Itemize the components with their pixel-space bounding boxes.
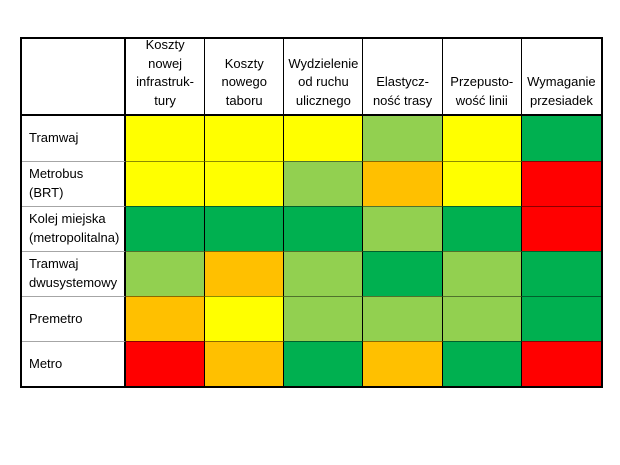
matrix-cell-r1-c5 <box>521 161 601 206</box>
column-header-1: Koszty nowego taboru <box>205 39 285 116</box>
matrix-cell-r5-c3 <box>363 341 443 386</box>
matrix-cell-r2-c0 <box>126 206 206 251</box>
matrix-cell-r2-c5 <box>521 206 601 251</box>
matrix-cell-r5-c4 <box>442 341 522 386</box>
matrix-cell-r4-c4 <box>442 296 522 341</box>
matrix-cell-r2-c4 <box>442 206 522 251</box>
row-label-5: Metro <box>22 341 126 386</box>
matrix-cell-r3-c2 <box>284 251 364 296</box>
matrix-cell-r5-c5 <box>521 341 601 386</box>
matrix-cell-r5-c2 <box>284 341 364 386</box>
matrix-cell-r3-c1 <box>205 251 285 296</box>
matrix-cell-r0-c0 <box>126 116 206 161</box>
matrix-cell-r3-c3 <box>363 251 443 296</box>
column-header-0: Koszty nowej infrastruk- tury <box>126 39 206 116</box>
matrix-cell-r5-c0 <box>126 341 206 386</box>
matrix-cell-r4-c3 <box>363 296 443 341</box>
matrix-cell-r0-c1 <box>205 116 285 161</box>
row-label-2: Kolej miejska (metropolitalna) <box>22 206 126 251</box>
matrix-cell-r4-c1 <box>205 296 285 341</box>
row-label-3: Tramwaj dwusystemowy <box>22 251 126 296</box>
row-label-1: Metrobus (BRT) <box>22 161 126 206</box>
matrix-cell-r0-c5 <box>521 116 601 161</box>
matrix-cell-r1-c3 <box>363 161 443 206</box>
matrix-cell-r2-c2 <box>284 206 364 251</box>
matrix-cell-r5-c1 <box>205 341 285 386</box>
matrix-cell-r4-c2 <box>284 296 364 341</box>
matrix-cell-r1-c4 <box>442 161 522 206</box>
matrix-cell-r0-c3 <box>363 116 443 161</box>
column-header-5: Wymaganie przesiadek <box>521 39 601 116</box>
corner-cell <box>22 39 126 116</box>
matrix-cell-r1-c1 <box>205 161 285 206</box>
matrix-cell-r3-c0 <box>126 251 206 296</box>
column-header-2: Wydzielenie od ruchu ulicznego <box>284 39 364 116</box>
matrix-cell-r0-c2 <box>284 116 364 161</box>
row-label-4: Premetro <box>22 296 126 341</box>
matrix-cell-r1-c2 <box>284 161 364 206</box>
matrix-cell-r2-c3 <box>363 206 443 251</box>
matrix-cell-r0-c4 <box>442 116 522 161</box>
matrix-cell-r3-c4 <box>442 251 522 296</box>
matrix-cell-r1-c0 <box>126 161 206 206</box>
transit-comparison-matrix: Koszty nowej infrastruk- tury Koszty nowe… <box>20 37 603 388</box>
matrix-cell-r4-c5 <box>521 296 601 341</box>
row-label-0: Tramwaj <box>22 116 126 161</box>
column-header-4: Przepusto- wość linii <box>442 39 522 116</box>
matrix-cell-r4-c0 <box>126 296 206 341</box>
matrix-cell-r3-c5 <box>521 251 601 296</box>
matrix-cell-r2-c1 <box>205 206 285 251</box>
column-header-3: Elastycz- ność trasy <box>363 39 443 116</box>
